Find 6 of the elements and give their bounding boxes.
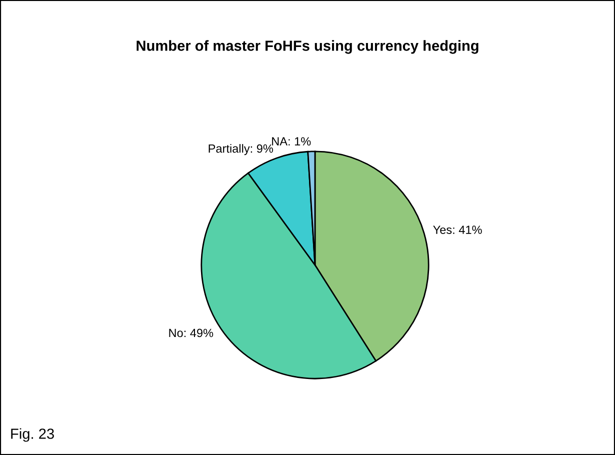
- slice-label: Partially: 9%: [208, 144, 274, 156]
- caption: Fig. 23: [11, 428, 54, 442]
- chart-title: Number of master FoHFs using currency hedging: [136, 40, 478, 54]
- slice-label: No: 49%: [169, 328, 214, 338]
- slice-label: Yes: 41%: [433, 226, 482, 234]
- slice-label: NA: 1%: [272, 137, 311, 146]
